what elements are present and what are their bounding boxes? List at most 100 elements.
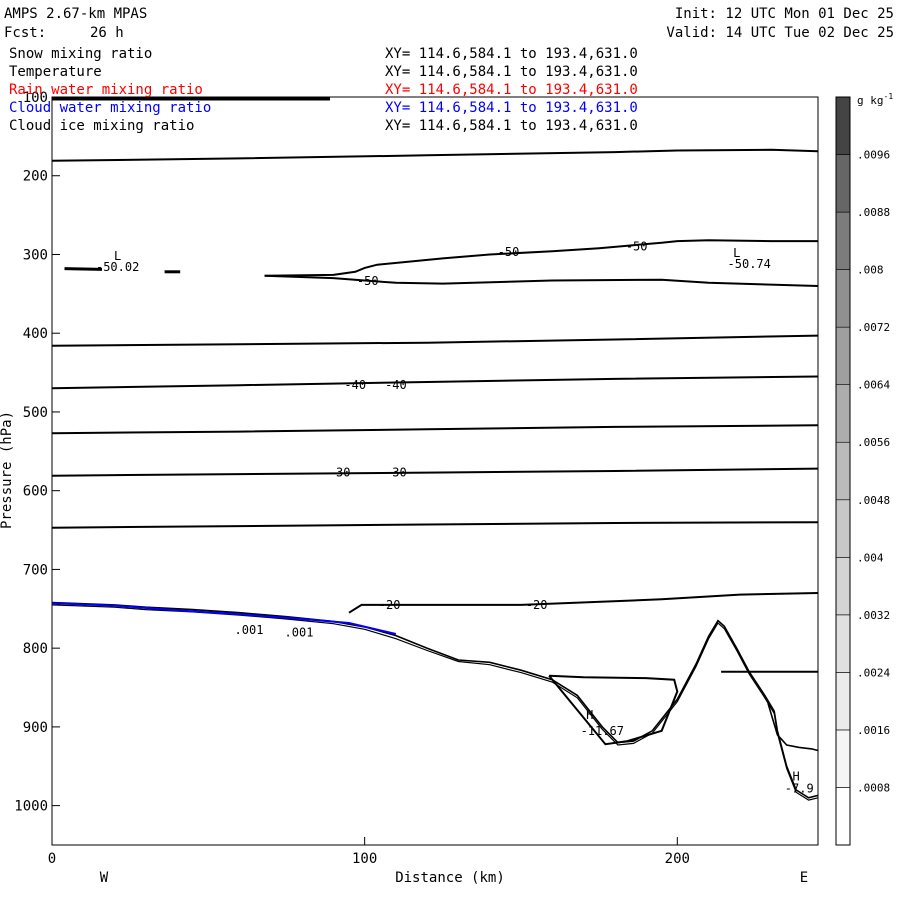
terrain-line	[767, 703, 819, 752]
contour-label: -20	[379, 598, 401, 612]
colorbar-swatch	[835, 154, 851, 213]
colorbar-tick-label: .0096	[857, 149, 890, 162]
colorbar-tick-label: .0032	[857, 609, 890, 622]
colorbar-tick-label: .0056	[857, 436, 890, 449]
colorbar-tick-label: .0008	[857, 781, 890, 794]
west-label: W	[100, 870, 109, 886]
contour-label: -40	[385, 378, 407, 392]
forecast-label: Fcst:	[4, 25, 46, 41]
field-xy: XY= 114.6,584.1 to 193.4,631.0	[385, 64, 638, 80]
east-label: E	[800, 870, 808, 886]
valid-time: Valid: 14 UTC Tue 02 Dec 25	[666, 25, 894, 41]
isotherm-line	[51, 334, 819, 347]
colorbar-swatch	[835, 729, 851, 788]
field-name: Snow mixing ratio	[9, 46, 152, 62]
x-tick-label: 0	[48, 851, 56, 867]
colorbar-tick-label: .0048	[857, 494, 890, 507]
y-tick-label: 300	[23, 247, 48, 263]
y-tick-label: 500	[23, 405, 48, 421]
contour-label: H	[792, 769, 799, 783]
y-tick-label: 100	[23, 90, 48, 106]
colorbar-swatch	[835, 787, 851, 846]
contour-label: -7.9	[785, 781, 814, 795]
contour-label: .001	[285, 625, 314, 639]
colorbar-swatch	[835, 211, 851, 270]
axis-ticks: 100 200 300 400 500 600 700 800 900 1000 0 100 200	[14, 90, 690, 867]
field-xy: XY= 114.6,584.1 to 193.4,631.0	[385, 100, 638, 116]
colorbar-swatch	[835, 557, 851, 616]
isotherm-line	[51, 148, 819, 162]
y-tick-label: 800	[23, 641, 48, 657]
colorbar-tick-label: .0072	[857, 321, 890, 334]
field-name: Cloud water mixing ratio	[9, 100, 211, 116]
field-name: Temperature	[9, 64, 102, 80]
colorbar: .0008 .0016 .0024 .0032 .004 .0048 .0056 .0064.…	[835, 96, 890, 846]
colorbar-tick-label: .0088	[857, 206, 890, 219]
contour-label: -30	[329, 466, 351, 480]
y-tick-label: 600	[23, 484, 48, 500]
contour-label: H	[586, 708, 593, 722]
contour-labels: L-50.02L-50.74-50 -50-50-40 -40-30 -30-20 -2…	[96, 240, 814, 796]
isotherm-line	[51, 467, 819, 477]
colorbar-swatch	[835, 672, 851, 731]
y-tick-label: 200	[23, 169, 48, 185]
colorbar-tick-label: .004	[857, 551, 884, 564]
contour-label: -50.02	[96, 260, 139, 274]
temperature-contours	[51, 148, 819, 746]
colorbar-units: g kg-1	[857, 92, 893, 107]
y-tick-label: 700	[23, 562, 48, 578]
contour-label: -50	[498, 245, 520, 259]
contour-label: -40	[344, 378, 366, 392]
field-xy: XY= 114.6,584.1 to 193.4,631.0	[385, 82, 638, 98]
contour-label: -20	[526, 598, 548, 612]
colorbar-tick-label: .0016	[857, 724, 890, 737]
y-tick-label: 400	[23, 326, 48, 342]
x-tick-label: 100	[352, 851, 377, 867]
contour-label: -30	[385, 466, 407, 480]
x-axis-title: Distance (km)	[395, 870, 505, 886]
isotherm-line	[51, 521, 819, 529]
field-xy: XY= 114.6,584.1 to 193.4,631.0	[385, 46, 638, 62]
terrain-line	[51, 601, 819, 799]
forecast-value: 26 h	[90, 25, 124, 41]
contour-label: -11.67	[581, 724, 624, 738]
y-axis-title: Pressure (hPa)	[0, 411, 15, 529]
plot-frame	[51, 96, 819, 846]
isotherm-line	[264, 239, 818, 277]
colorbar-swatch	[835, 96, 851, 155]
contour-label: L	[114, 249, 121, 263]
colorbar-swatch	[835, 441, 851, 501]
cloud-water-contour	[51, 602, 397, 635]
model-title: AMPS 2.67-km MPAS	[4, 6, 147, 22]
isotherm-line	[51, 375, 819, 390]
contour-label: .001	[235, 623, 264, 637]
colorbar-swatch	[835, 269, 851, 328]
field-name: Cloud ice mixing ratio	[9, 118, 194, 134]
contour-label: -50	[357, 274, 379, 288]
isotherm-line	[264, 274, 819, 287]
init-time: Init: 12 UTC Mon 01 Dec 25	[675, 6, 894, 22]
contour-label: L	[733, 246, 740, 260]
isotherm-segment	[64, 267, 103, 271]
colorbar-tick-label: .008	[857, 264, 884, 277]
field-name: Rain water mixing ratio	[9, 82, 203, 98]
colorbar-swatch	[835, 326, 851, 385]
isotherm-line	[51, 424, 819, 435]
colorbar-swatch	[835, 384, 851, 443]
contour-label: -50.74	[728, 257, 771, 271]
colorbar-swatch	[835, 614, 851, 673]
isotherm-line	[548, 674, 679, 746]
colorbar-frame	[835, 96, 851, 846]
y-tick-label: 900	[23, 720, 48, 736]
colorbar-swatch	[835, 499, 851, 558]
field-xy: XY= 114.6,584.1 to 193.4,631.0	[385, 118, 638, 134]
terrain-line	[51, 604, 819, 801]
y-tick-label: 1000	[14, 799, 48, 815]
terrain-outline	[51, 97, 819, 801]
colorbar-tick-label: .0024	[857, 666, 890, 679]
colorbar-tick-label: .0064	[857, 379, 890, 392]
field-legend: Snow mixing ratio XY= 114.6,584.1 to 193…	[9, 46, 638, 134]
isotherm-line	[348, 592, 819, 614]
x-tick-label: 200	[665, 851, 690, 867]
